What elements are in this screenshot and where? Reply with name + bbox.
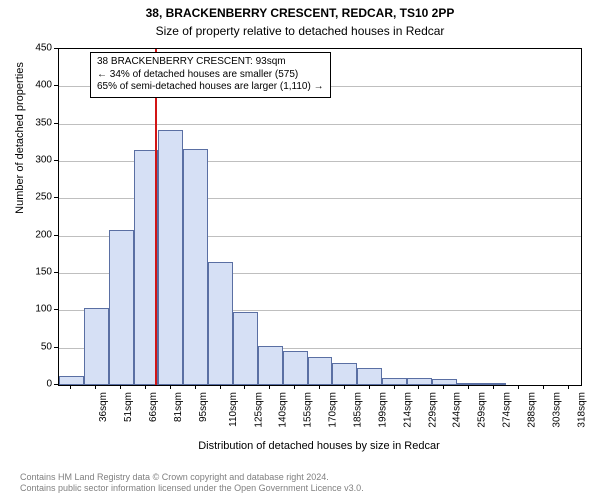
x-tick-label: 155sqm — [303, 392, 314, 428]
histogram-bar — [59, 376, 84, 385]
x-tick-label: 229sqm — [427, 392, 438, 428]
x-tick-label: 244sqm — [452, 392, 463, 428]
x-tick-label: 303sqm — [551, 392, 562, 428]
histogram-bar — [183, 149, 208, 385]
x-tick-label: 36sqm — [98, 392, 109, 422]
y-tick-label: 0 — [0, 379, 52, 390]
histogram-bar — [208, 262, 233, 385]
y-tick-label: 150 — [0, 267, 52, 278]
annotation-box: 38 BRACKENBERRY CRESCENT: 93sqm ← 34% of… — [90, 52, 331, 98]
x-tick-label: 66sqm — [148, 392, 159, 422]
x-tick-label: 170sqm — [328, 392, 339, 428]
x-tick-label: 81sqm — [173, 392, 184, 422]
annotation-line-1: 38 BRACKENBERRY CRESCENT: 93sqm — [97, 56, 324, 69]
histogram-bar — [357, 368, 382, 385]
x-tick-label: 185sqm — [353, 392, 364, 428]
chart-title-line1: 38, BRACKENBERRY CRESCENT, REDCAR, TS10 … — [0, 6, 600, 20]
histogram-bar — [158, 130, 183, 385]
plot-area — [58, 48, 582, 386]
x-tick-label: 110sqm — [228, 392, 239, 427]
footer: Contains HM Land Registry data © Crown c… — [20, 472, 364, 495]
x-tick-label: 259sqm — [477, 392, 488, 428]
x-tick-label: 318sqm — [576, 392, 587, 428]
x-tick-label: 125sqm — [253, 392, 264, 428]
y-tick-label: 400 — [0, 80, 52, 91]
histogram-bar — [382, 378, 407, 385]
histogram-bar — [258, 346, 283, 385]
histogram-bar — [308, 357, 333, 385]
y-tick-label: 200 — [0, 229, 52, 240]
histogram-bar — [283, 351, 308, 385]
y-tick-label: 50 — [0, 341, 52, 352]
histogram-bar — [84, 308, 109, 385]
histogram-bar — [233, 312, 258, 385]
annotation-line-3: 65% of semi-detached houses are larger (… — [97, 81, 324, 94]
y-tick-label: 450 — [0, 43, 52, 54]
histogram-bar — [407, 378, 432, 385]
y-tick-label: 100 — [0, 304, 52, 315]
x-tick-label: 288sqm — [527, 392, 538, 428]
x-tick-label: 51sqm — [123, 392, 134, 422]
y-tick-label: 350 — [0, 117, 52, 128]
x-tick-label: 214sqm — [402, 392, 413, 428]
chart-container: 38, BRACKENBERRY CRESCENT, REDCAR, TS10 … — [0, 0, 600, 500]
histogram-bar — [109, 230, 134, 385]
x-tick-label: 199sqm — [377, 392, 388, 428]
footer-line-2: Contains public sector information licen… — [20, 483, 364, 494]
annotation-line-2: ← 34% of detached houses are smaller (57… — [97, 69, 324, 82]
x-tick-label: 274sqm — [502, 392, 513, 428]
chart-title-line2: Size of property relative to detached ho… — [0, 24, 600, 38]
footer-line-1: Contains HM Land Registry data © Crown c… — [20, 472, 364, 483]
histogram-bar — [332, 363, 357, 385]
x-tick-label: 95sqm — [198, 392, 209, 422]
y-tick-label: 300 — [0, 155, 52, 166]
x-tick-label: 140sqm — [278, 392, 289, 428]
x-axis-label: Distribution of detached houses by size … — [58, 440, 580, 452]
reference-line — [155, 49, 157, 385]
y-tick-label: 250 — [0, 192, 52, 203]
